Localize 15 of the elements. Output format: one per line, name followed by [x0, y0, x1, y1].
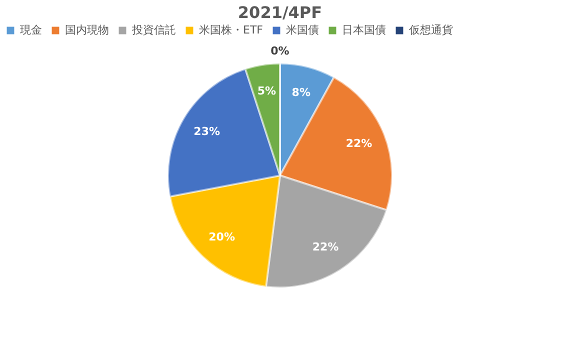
legend-label: 国内現物: [65, 24, 109, 37]
data-label: 22%: [312, 240, 339, 254]
data-label: 22%: [346, 137, 372, 150]
chart-title: 2021/4PF: [238, 3, 322, 22]
data-label: 23%: [194, 125, 220, 138]
legend-label: 米国株・ETF: [199, 24, 263, 37]
legend-label: 日本国債: [342, 24, 386, 37]
legend-label: 仮想通貨: [409, 24, 453, 37]
legend-label: 米国債: [286, 24, 319, 37]
data-label: 20%: [208, 230, 235, 244]
legend-label: 投資信託: [131, 24, 176, 37]
data-label: 5%: [257, 84, 276, 98]
legend-label: 現金: [20, 24, 42, 37]
data-label: 8%: [292, 86, 310, 100]
text: 0%: [270, 44, 290, 58]
